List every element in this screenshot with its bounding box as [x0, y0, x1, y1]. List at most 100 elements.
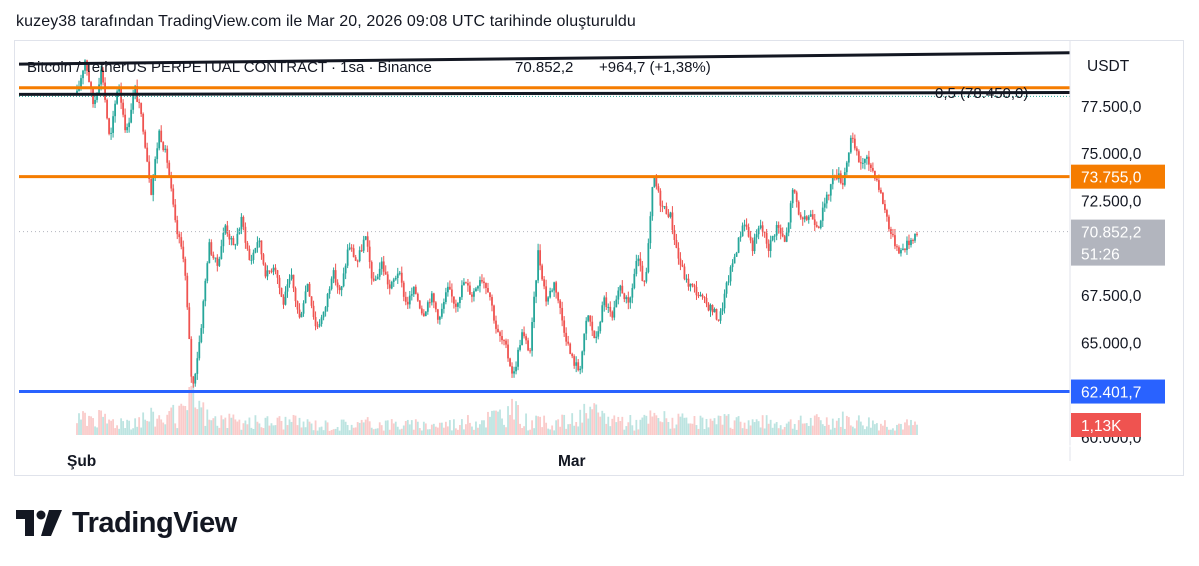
candle-body: [653, 177, 656, 188]
candle: [448, 280, 451, 290]
symbol-title[interactable]: Bitcoin / TetherUS PERPETUAL CONTRACT · …: [27, 59, 432, 76]
candle-body: [914, 233, 916, 241]
volume-bar: [434, 426, 437, 435]
candle-body: [505, 340, 507, 345]
candle: [190, 336, 193, 383]
candle: [208, 238, 211, 264]
volume-bar: [483, 420, 485, 435]
volume-bar: [318, 427, 321, 435]
chart-frame[interactable]: 0,5 (78.450,0) Bitcoin / TetherUS PERPET…: [14, 40, 1184, 476]
volume-bar: [741, 428, 744, 435]
candle-body: [408, 295, 411, 305]
candle: [376, 273, 379, 280]
volume-bar: [212, 418, 215, 435]
candle: [547, 296, 550, 305]
candle: [647, 238, 650, 274]
candle: [757, 225, 760, 240]
candle-body: [665, 206, 668, 215]
candle-body: [88, 70, 90, 83]
candle: [372, 272, 375, 282]
candle-body: [511, 366, 513, 374]
candle: [561, 301, 564, 327]
candle: [266, 265, 269, 281]
volume-bar: [146, 420, 149, 435]
candle-body: [894, 235, 896, 247]
volume-bar: [619, 420, 622, 435]
candle-body: [296, 301, 299, 310]
volume-bar: [86, 425, 88, 435]
candle: [803, 210, 806, 223]
volume-bar: [334, 428, 337, 435]
candle: [348, 242, 351, 251]
volume-bar: [831, 418, 834, 435]
candle-body: [669, 212, 672, 217]
volume-bar: [813, 415, 816, 435]
tradingview-brand[interactable]: TradingView: [16, 505, 237, 541]
candle-body: [138, 101, 141, 104]
candle-body: [503, 340, 505, 342]
volume-bar: [781, 429, 784, 435]
candle-body: [348, 247, 351, 250]
time-tick-label: Şub: [67, 453, 96, 470]
candle-body: [569, 343, 572, 354]
candle: [894, 228, 896, 250]
trend-line[interactable]: [18, 91, 1071, 96]
candle: [463, 278, 465, 286]
volume-bar: [892, 428, 894, 435]
candle: [334, 263, 337, 286]
candle: [563, 316, 566, 337]
candle-body: [146, 147, 149, 162]
candle: [641, 261, 644, 282]
candle-body: [258, 240, 261, 243]
candle-body: [206, 263, 209, 281]
volume-bar: [599, 416, 602, 435]
candle: [509, 357, 511, 367]
volume-bar: [344, 421, 347, 435]
candle-body: [144, 131, 147, 148]
candle-body: [849, 137, 852, 153]
currency-label[interactable]: USDT: [1087, 58, 1130, 75]
candle-body: [100, 69, 102, 85]
candle: [184, 256, 187, 281]
candle: [753, 233, 756, 254]
candle: [240, 213, 243, 235]
volume-bar: [254, 415, 257, 435]
volume-bar: [721, 424, 724, 435]
volume-bar: [178, 405, 181, 435]
volume-bar: [290, 421, 293, 435]
volume-bar: [517, 405, 519, 435]
candle: [869, 162, 872, 172]
volume-bar: [809, 417, 812, 435]
candle-body: [493, 305, 495, 321]
candle: [904, 248, 906, 253]
volume-bar: [340, 419, 343, 435]
volume-bar: [527, 430, 529, 435]
volume-bar: [867, 417, 870, 435]
candle-body: [202, 301, 205, 329]
candle: [759, 219, 762, 230]
candle-body: [599, 322, 602, 332]
candle: [681, 260, 684, 268]
volume-bar: [633, 430, 636, 435]
volume-bar: [90, 416, 92, 435]
candle: [577, 359, 580, 372]
volume-bar: [461, 419, 463, 435]
candle-body: [645, 271, 648, 282]
candle: [194, 372, 197, 387]
trend-line[interactable]: [18, 51, 1071, 66]
candle-body: [535, 280, 537, 297]
chart-canvas[interactable]: 0,5 (78.450,0) Bitcoin / TetherUS PERPET…: [15, 41, 1184, 476]
price-tag-label: 70.852,2: [1081, 225, 1141, 242]
candle: [364, 236, 367, 241]
volume-bar: [857, 415, 860, 435]
volume-bar: [771, 427, 774, 435]
candle: [549, 287, 552, 299]
candle-body: [517, 349, 519, 367]
volume-bar: [825, 417, 828, 435]
volume-bar: [865, 426, 868, 435]
volume-bar: [807, 425, 810, 435]
candle: [440, 303, 443, 319]
candle: [380, 257, 383, 275]
volume-bar: [330, 429, 333, 435]
candle: [485, 282, 487, 295]
